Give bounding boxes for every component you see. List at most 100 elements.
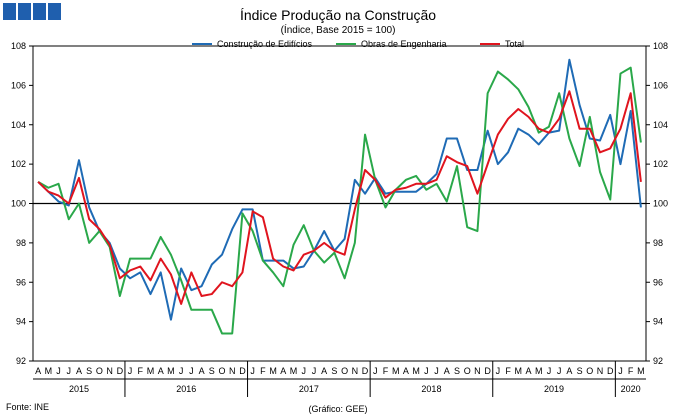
y-tick-label-right: 106 (653, 80, 668, 90)
x-tick-label: J (312, 366, 317, 376)
x-tick-label: F (383, 366, 389, 376)
x-tick-label: A (526, 366, 532, 376)
x-tick-label: S (209, 366, 215, 376)
x-tick-label: J (618, 366, 623, 376)
x-tick-label: J (128, 366, 133, 376)
x-tick-label: J (301, 366, 306, 376)
x-tick-label: A (444, 366, 450, 376)
year-label: 2018 (421, 384, 441, 394)
year-label: 2016 (176, 384, 196, 394)
x-tick-label: A (76, 366, 82, 376)
x-tick-label: A (403, 366, 409, 376)
x-tick-label: D (484, 366, 491, 376)
x-tick-label: O (96, 366, 103, 376)
logo-square (18, 3, 31, 20)
legend: Construção de Edifícios Obras de Engenhar… (192, 39, 524, 49)
series-line-1 (37, 66, 642, 335)
legend-item: Obras de Engenharia (336, 39, 447, 49)
x-tick-label: F (628, 366, 634, 376)
x-tick-label: M (535, 366, 543, 376)
x-tick-label: O (219, 366, 226, 376)
series-line-0 (37, 58, 642, 321)
x-tick-label: J (434, 366, 439, 376)
year-label: 2017 (299, 384, 319, 394)
x-tick-label: M (412, 366, 420, 376)
x-tick-label: D (362, 366, 369, 376)
x-tick-label: D (607, 366, 614, 376)
x-tick-label: M (637, 366, 645, 376)
y-tick-label-right: 102 (653, 159, 668, 169)
y-tick-label-left: 106 (11, 80, 26, 90)
x-tick-label: N (597, 366, 604, 376)
x-tick-label: J (250, 366, 255, 376)
x-tick-label: A (199, 366, 205, 376)
y-tick-label-right: 98 (653, 238, 663, 248)
y-tick-label-right: 100 (653, 199, 668, 209)
series-line-2 (37, 90, 642, 305)
x-tick-label: J (179, 366, 184, 376)
y-axis-right: 92 94 96 98 100 102 104 106 108 (646, 41, 668, 366)
x-tick-label: J (67, 366, 72, 376)
credit-note: (Gráfico: GEE) (308, 404, 367, 414)
y-tick-label-right: 92 (653, 356, 663, 366)
y-tick-label-right: 108 (653, 41, 668, 51)
x-tick-label: J (424, 366, 429, 376)
x-tick-label: S (331, 366, 337, 376)
x-tick-label: N (352, 366, 359, 376)
y-tick-label-left: 102 (11, 159, 26, 169)
x-tick-label: M (290, 366, 298, 376)
x-tick-label: M (269, 366, 277, 376)
y-tick-label-right: 104 (653, 120, 668, 130)
x-tick-label: D (239, 366, 246, 376)
x-tick-label: A (321, 366, 327, 376)
x-tick-label: J (189, 366, 194, 376)
x-tick-label: J (547, 366, 552, 376)
y-tick-label-left: 104 (11, 120, 26, 130)
x-tick-label: D (117, 366, 124, 376)
y-tick-label-left: 92 (16, 356, 26, 366)
y-tick-label-left: 96 (16, 277, 26, 287)
series-group (37, 58, 642, 335)
x-tick-label: N (229, 366, 236, 376)
x-tick-label: J (56, 366, 61, 376)
x-tick-label: J (557, 366, 562, 376)
logo (3, 3, 61, 20)
y-tick-label-left: 100 (11, 199, 26, 209)
legend-item: Construção de Edifícios (192, 39, 313, 49)
x-tick-label: O (586, 366, 593, 376)
x-tick-label: A (35, 366, 41, 376)
x-tick-label: M (147, 366, 155, 376)
x-tick-label: M (515, 366, 523, 376)
y-tick-label-left: 98 (16, 238, 26, 248)
legend-label: Construção de Edifícios (217, 39, 313, 49)
source-note: Fonte: INE (6, 402, 49, 412)
legend-item: Total (480, 39, 524, 49)
x-tick-label: F (260, 366, 266, 376)
x-tick-label: S (454, 366, 460, 376)
logo-square (33, 3, 46, 20)
x-tick-label: O (464, 366, 471, 376)
x-tick-label: F (505, 366, 511, 376)
x-tick-label: N (106, 366, 113, 376)
legend-label: Total (505, 39, 524, 49)
x-tick-label: M (392, 366, 400, 376)
y-tick-label-left: 108 (11, 41, 26, 51)
x-tick-label: N (474, 366, 481, 376)
legend-label: Obras de Engenharia (361, 39, 447, 49)
logo-square (3, 3, 16, 20)
year-label: 2020 (621, 384, 641, 394)
x-tick-label: M (45, 366, 53, 376)
x-tick-label: J (373, 366, 378, 376)
chart-title: Índice Produção na Construção (240, 7, 436, 23)
x-tick-label: S (86, 366, 92, 376)
chart-subtitle: (Índice, Base 2015 = 100) (281, 23, 396, 36)
y-tick-label-right: 94 (653, 317, 663, 327)
x-tick-label: S (577, 366, 583, 376)
year-label: 2015 (69, 384, 89, 394)
x-tick-label: A (280, 366, 286, 376)
y-tick-label-right: 96 (653, 277, 663, 287)
x-tick-label: F (138, 366, 144, 376)
x-tick-label: A (566, 366, 572, 376)
year-label: 2019 (544, 384, 564, 394)
